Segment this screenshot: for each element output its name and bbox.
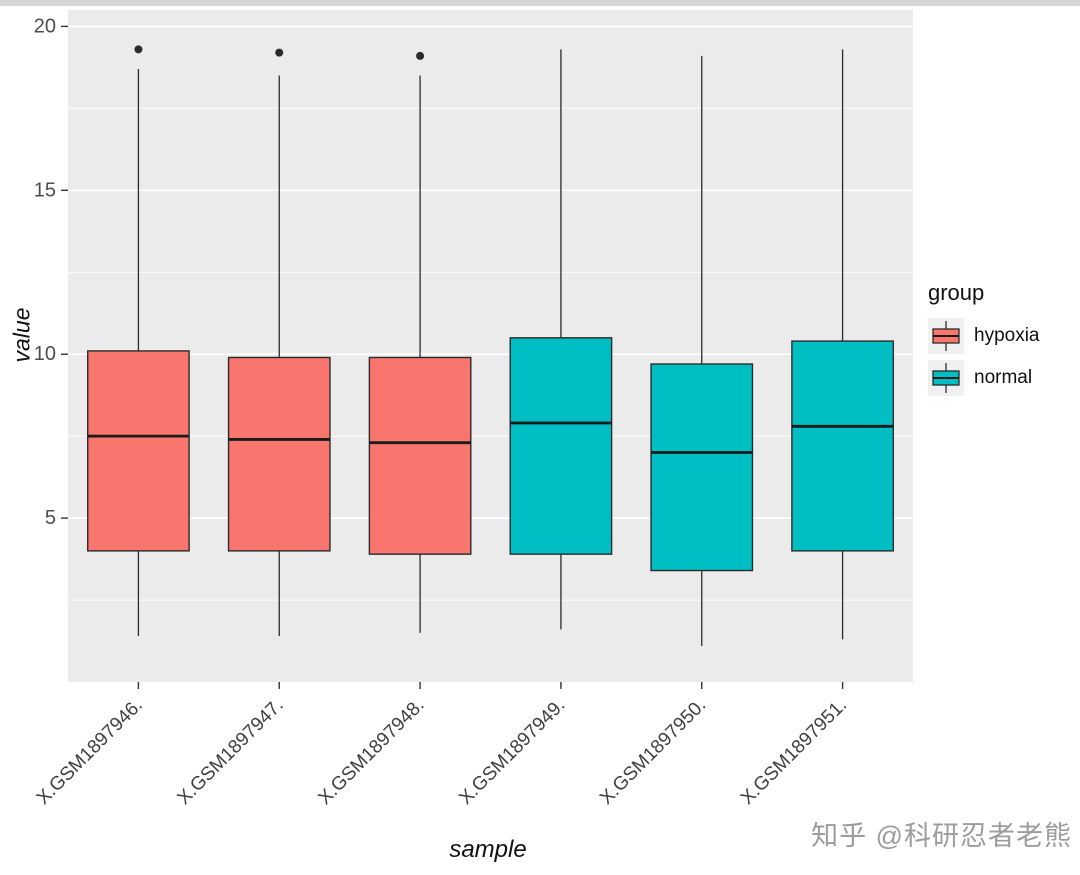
y-tick-label: 20	[34, 15, 56, 37]
box	[368, 356, 472, 555]
legend-item: normal	[928, 360, 1040, 396]
y-tick-label: 10	[34, 343, 56, 365]
legend-item: hypoxia	[928, 318, 1040, 354]
x-tick-label: X.GSM1897947.	[174, 695, 288, 809]
x-tick-label: X.GSM1897951.	[737, 695, 851, 809]
y-axis-title: value	[8, 307, 35, 363]
legend: group hypoxia normal	[928, 280, 1040, 402]
outlier-point	[134, 45, 143, 54]
box	[87, 350, 190, 552]
box	[650, 363, 754, 572]
x-tick-label: X.GSM1897946.	[33, 695, 147, 809]
legend-key-boxplot-icon	[928, 318, 964, 354]
y-tick-label: 5	[45, 507, 56, 529]
x-tick-label: X.GSM1897948.	[314, 695, 428, 809]
watermark: 知乎 @科研忍者老熊	[811, 821, 1072, 851]
box	[227, 356, 331, 552]
outlier-point	[416, 51, 425, 60]
box	[791, 340, 894, 552]
outlier-point	[275, 48, 284, 57]
panel-background	[68, 10, 913, 682]
x-tick-label: X.GSM1897950.	[596, 695, 710, 809]
x-tick-label: X.GSM1897949.	[455, 695, 569, 809]
top-edge-strip	[0, 0, 1080, 6]
y-tick-label: 15	[34, 179, 56, 201]
legend-title: group	[928, 280, 985, 305]
x-axis-title: sample	[449, 836, 527, 863]
legend-items: hypoxia normal	[928, 318, 1040, 402]
legend-key-boxplot-icon	[928, 360, 964, 396]
legend-label: hypoxia	[974, 325, 1040, 346]
legend-label: normal	[974, 367, 1033, 388]
box	[509, 337, 613, 555]
